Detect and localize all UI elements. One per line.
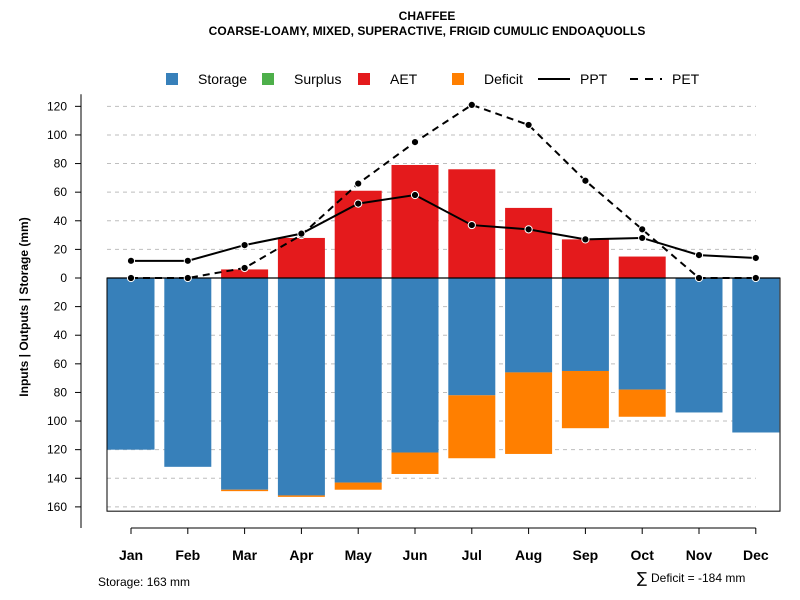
x-tick-label-mar: Mar <box>232 547 257 563</box>
x-tick-label-aug: Aug <box>515 547 542 563</box>
aet-bar-aug <box>505 207 553 278</box>
pet-point-jan <box>126 273 136 283</box>
chart-subtitle: COARSE-LOAMY, MIXED, SUPERACTIVE, FRIGID… <box>209 24 646 38</box>
deficit-bar-mar <box>221 489 269 492</box>
pet-point-mar <box>240 263 249 273</box>
legend-label-surplus: Surplus <box>294 71 341 87</box>
deficit-bar-oct <box>618 389 666 417</box>
line-layer <box>126 100 760 283</box>
x-tick-label-sep: Sep <box>573 547 599 563</box>
x-tick-label-feb: Feb <box>175 547 200 563</box>
ppt-point-may <box>354 199 363 208</box>
deficit-bar-may <box>334 482 382 490</box>
aet-bar-mar <box>221 269 269 278</box>
pet-point-dec <box>751 273 760 283</box>
ppt-point-jun <box>410 190 420 200</box>
ppt-point-feb <box>183 256 192 265</box>
legend-label-ppt: PPT <box>580 71 608 87</box>
y-tick-label: 60 <box>54 185 68 199</box>
storage-bar-mar <box>221 278 269 490</box>
ppt-point-oct <box>638 233 647 243</box>
pet-point-aug <box>524 120 533 130</box>
y-tick-label: 160 <box>47 500 67 514</box>
storage-bar-jul <box>448 278 496 396</box>
storage-bar-feb <box>164 278 212 467</box>
deficit-bar-jul <box>448 395 496 459</box>
legend-swatch-deficit <box>452 73 464 85</box>
pet-point-sep <box>581 176 590 185</box>
storage-bar-nov <box>675 278 723 413</box>
legend-swatch-storage <box>166 73 178 85</box>
ppt-point-jan <box>126 256 136 265</box>
ppt-point-sep <box>581 235 590 244</box>
y-tick-label: 40 <box>54 328 68 342</box>
aet-bar-sep <box>561 239 609 278</box>
y-tick-label: 20 <box>54 300 68 314</box>
storage-bar-sep <box>561 278 609 371</box>
pet-point-jun <box>410 138 420 147</box>
legend-label-aet: AET <box>390 71 418 87</box>
chart-title: CHAFFEE <box>399 9 456 23</box>
y-tick-label: 60 <box>54 357 68 371</box>
pet-point-may <box>354 179 363 188</box>
pet-point-oct <box>638 225 647 234</box>
ppt-point-aug <box>524 225 533 234</box>
x-tick-label-may: May <box>345 547 372 563</box>
ppt-point-dec <box>751 253 760 263</box>
x-tick-label-dec: Dec <box>743 547 769 563</box>
x-tick-label-nov: Nov <box>686 547 713 563</box>
x-tick-label-jun: Jun <box>403 547 428 563</box>
pet-point-jul <box>467 100 476 110</box>
storage-bar-jun <box>391 278 439 453</box>
y-axis-label: Inputs | Outputs | Storage (mm) <box>17 217 31 396</box>
pet-point-feb <box>183 273 192 283</box>
ppt-line <box>131 193 756 262</box>
y-tick-label: 20 <box>54 242 68 256</box>
ppt-point-jul <box>467 220 476 230</box>
pet-line <box>131 103 756 279</box>
deficit-note: Deficit = -184 mm <box>651 571 745 585</box>
y-tick-label: 100 <box>47 128 67 142</box>
pet-point-nov <box>694 273 704 283</box>
deficit-bar-apr <box>277 495 325 497</box>
storage-bar-oct <box>618 278 666 390</box>
deficit-bar-aug <box>505 372 553 454</box>
storage-bar-apr <box>277 278 325 496</box>
legend-label-storage: Storage <box>198 71 247 87</box>
storage-bar-dec <box>732 278 780 433</box>
aet-bar-oct <box>618 256 666 278</box>
aet-bar-jun <box>391 164 439 278</box>
bar-layer <box>106 164 781 512</box>
y-tick-label: 80 <box>54 385 68 399</box>
y-tick-label: 120 <box>47 443 67 457</box>
y-tick-label: 100 <box>47 414 67 428</box>
storage-bar-may <box>334 278 382 483</box>
axes: 120 100 80 60 40 20 0 20 40 60 80 100 120 140 160 Jan Fe… <box>47 94 780 563</box>
ppt-point-mar <box>240 240 249 250</box>
deficit-bar-jun <box>391 452 439 474</box>
legend-swatch-aet <box>358 73 370 85</box>
y-tick-label: 40 <box>54 214 68 228</box>
y-tick-label: 120 <box>47 99 67 113</box>
legend: Storage Surplus AET Deficit PPT PET <box>166 71 700 87</box>
deficit-bar-sep <box>561 370 609 429</box>
x-tick-label-oct: Oct <box>631 547 655 563</box>
y-tick-label: 0 <box>60 271 67 285</box>
sum-symbol: ∑ <box>637 569 647 587</box>
x-tick-label-jul: Jul <box>462 547 482 563</box>
legend-label-deficit: Deficit <box>484 71 523 87</box>
ppt-point-nov <box>694 251 704 260</box>
ppt-point-apr <box>297 229 306 238</box>
storage-bar-aug <box>505 278 553 373</box>
y-tick-label: 80 <box>54 157 68 171</box>
storage-bar-jan <box>107 278 155 450</box>
storage-note: Storage: 163 mm <box>98 575 190 589</box>
x-tick-label-jan: Jan <box>119 547 143 563</box>
y-tick-label: 140 <box>47 471 67 485</box>
legend-label-pet: PET <box>672 71 700 87</box>
legend-swatch-surplus <box>262 73 274 85</box>
x-tick-label-apr: Apr <box>289 547 314 563</box>
